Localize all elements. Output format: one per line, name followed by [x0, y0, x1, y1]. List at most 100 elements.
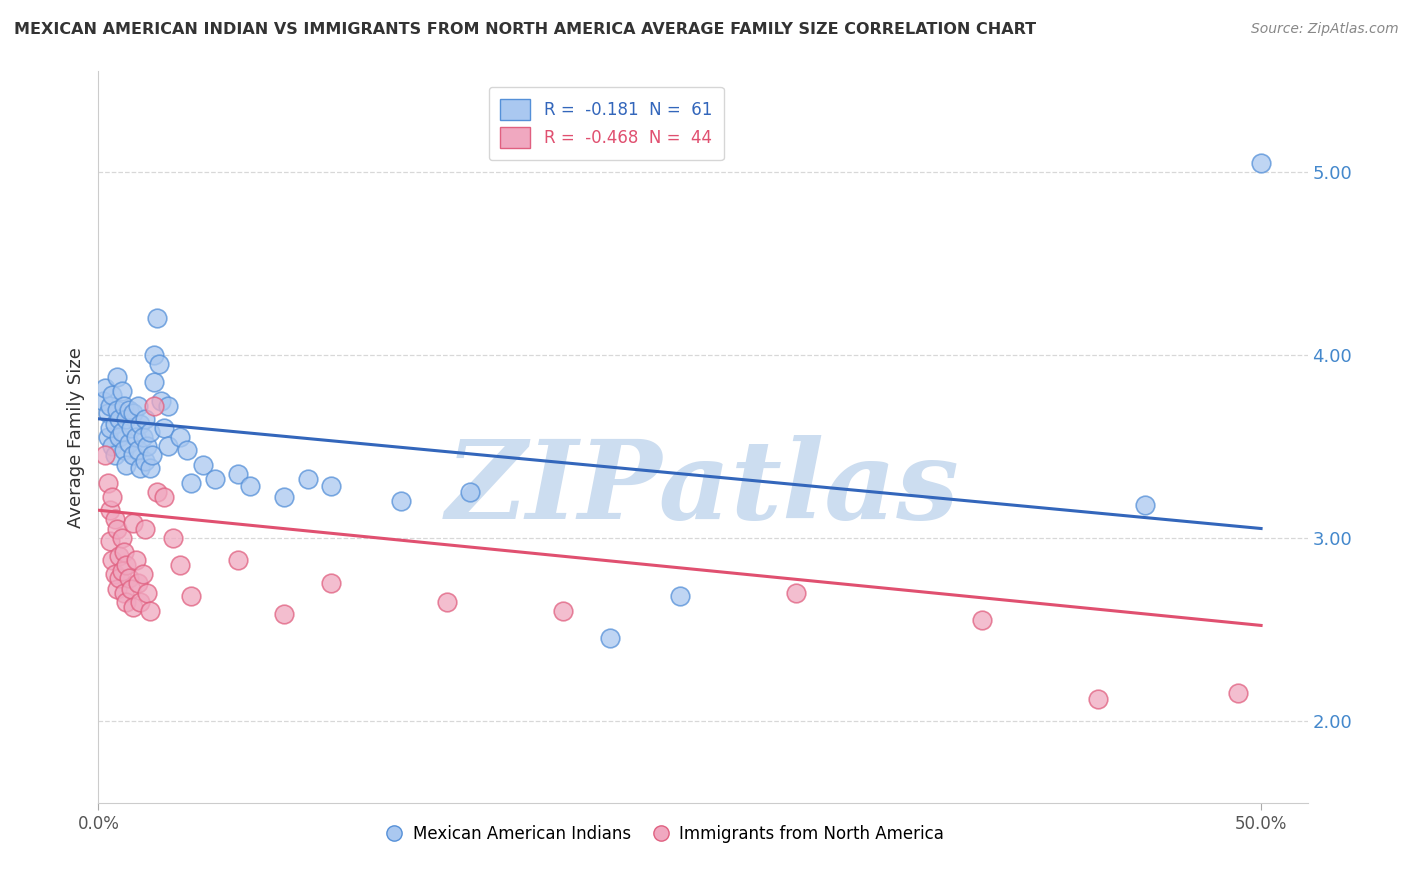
Point	[98, 534, 121, 549]
Point	[115, 595, 138, 609]
Point	[112, 585, 135, 599]
Point	[145, 485, 167, 500]
Point	[319, 479, 342, 493]
Point	[131, 567, 153, 582]
Point	[111, 531, 134, 545]
Point	[111, 384, 134, 399]
Point	[105, 369, 128, 384]
Point	[599, 632, 621, 646]
Point	[101, 491, 124, 505]
Point	[157, 399, 180, 413]
Point	[97, 430, 120, 444]
Point	[124, 552, 146, 566]
Point	[273, 491, 295, 505]
Point	[297, 472, 319, 486]
Point	[97, 406, 120, 420]
Point	[180, 589, 202, 603]
Point	[134, 412, 156, 426]
Point	[436, 595, 458, 609]
Point	[112, 545, 135, 559]
Point	[180, 475, 202, 490]
Point	[101, 388, 124, 402]
Point	[143, 399, 166, 413]
Point	[127, 576, 149, 591]
Point	[668, 589, 690, 603]
Point	[115, 412, 138, 426]
Point	[1133, 498, 1156, 512]
Point	[136, 439, 159, 453]
Point	[108, 571, 131, 585]
Point	[118, 402, 141, 417]
Point	[111, 425, 134, 439]
Point	[162, 531, 184, 545]
Point	[970, 613, 993, 627]
Point	[127, 399, 149, 413]
Point	[104, 417, 127, 432]
Point	[104, 567, 127, 582]
Point	[143, 348, 166, 362]
Point	[118, 571, 141, 585]
Point	[129, 417, 152, 432]
Point	[143, 375, 166, 389]
Point	[131, 430, 153, 444]
Point	[152, 421, 174, 435]
Point	[127, 442, 149, 457]
Point	[122, 406, 145, 420]
Point	[101, 439, 124, 453]
Point	[1250, 156, 1272, 170]
Point	[152, 491, 174, 505]
Text: MEXICAN AMERICAN INDIAN VS IMMIGRANTS FROM NORTH AMERICA AVERAGE FAMILY SIZE COR: MEXICAN AMERICAN INDIAN VS IMMIGRANTS FR…	[14, 22, 1036, 37]
Point	[138, 425, 160, 439]
Point	[226, 467, 249, 481]
Point	[129, 595, 152, 609]
Point	[157, 439, 180, 453]
Point	[120, 582, 142, 596]
Point	[122, 448, 145, 462]
Point	[134, 522, 156, 536]
Point	[122, 600, 145, 615]
Point	[141, 448, 163, 462]
Point	[94, 381, 117, 395]
Point	[112, 442, 135, 457]
Point	[108, 412, 131, 426]
Point	[111, 564, 134, 578]
Point	[273, 607, 295, 622]
Point	[553, 604, 575, 618]
Point	[1226, 686, 1249, 700]
Point	[150, 393, 173, 408]
Point	[98, 399, 121, 413]
Point	[148, 357, 170, 371]
Point	[105, 522, 128, 536]
Point	[105, 402, 128, 417]
Point	[97, 475, 120, 490]
Point	[129, 461, 152, 475]
Point	[138, 604, 160, 618]
Point	[239, 479, 262, 493]
Point	[115, 458, 138, 472]
Point	[169, 430, 191, 444]
Point	[785, 585, 807, 599]
Point	[91, 393, 114, 408]
Legend: Mexican American Indians, Immigrants from North America: Mexican American Indians, Immigrants fro…	[382, 818, 950, 849]
Point	[120, 421, 142, 435]
Point	[460, 485, 482, 500]
Point	[124, 430, 146, 444]
Point	[176, 442, 198, 457]
Point	[101, 552, 124, 566]
Point	[122, 516, 145, 530]
Point	[191, 458, 214, 472]
Point	[104, 512, 127, 526]
Point	[226, 552, 249, 566]
Point	[319, 576, 342, 591]
Point	[98, 503, 121, 517]
Point	[118, 435, 141, 450]
Point	[104, 448, 127, 462]
Point	[108, 549, 131, 563]
Point	[98, 421, 121, 435]
Point	[94, 448, 117, 462]
Point	[108, 430, 131, 444]
Point	[389, 494, 412, 508]
Point	[138, 461, 160, 475]
Point	[136, 585, 159, 599]
Point	[105, 582, 128, 596]
